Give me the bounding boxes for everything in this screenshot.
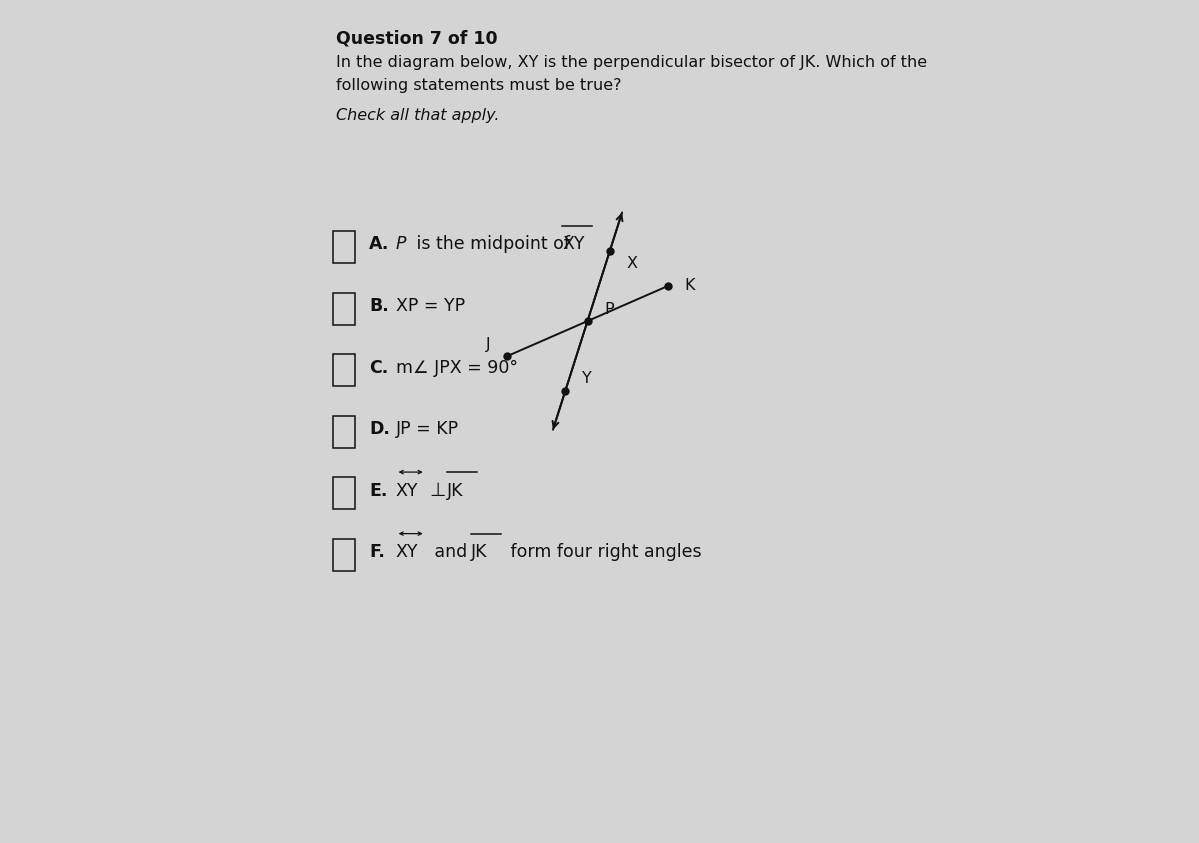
Text: Check all that apply.: Check all that apply. (336, 108, 499, 123)
Text: Y: Y (583, 372, 592, 386)
Text: JK: JK (471, 543, 488, 561)
Text: XY: XY (562, 235, 585, 254)
Text: JP = KP: JP = KP (396, 420, 459, 438)
Text: XP = YP: XP = YP (396, 297, 465, 315)
Text: XY: XY (396, 481, 418, 500)
Text: XY: XY (396, 543, 418, 561)
Text: D.: D. (369, 420, 390, 438)
Text: A.: A. (369, 235, 390, 254)
Text: F.: F. (369, 543, 385, 561)
Text: K: K (685, 278, 695, 293)
Text: P: P (604, 302, 614, 317)
Text: E.: E. (369, 481, 387, 500)
Text: B.: B. (369, 297, 388, 315)
Text: JK: JK (447, 481, 464, 500)
Text: X: X (626, 255, 638, 271)
Text: following statements must be true?: following statements must be true? (336, 78, 621, 93)
Text: and: and (429, 543, 472, 561)
Text: m∠ JPX = 90°: m∠ JPX = 90° (396, 358, 518, 377)
Text: J: J (486, 337, 490, 352)
Text: form four right angles: form four right angles (505, 543, 701, 561)
Text: Question 7 of 10: Question 7 of 10 (336, 30, 498, 47)
Text: ⊥: ⊥ (429, 481, 446, 500)
Text: C.: C. (369, 358, 388, 377)
Text: is the midpoint of: is the midpoint of (411, 235, 576, 254)
Text: In the diagram below, XY is the perpendicular bisector of JK. Which of the: In the diagram below, XY is the perpendi… (336, 55, 927, 70)
Text: P: P (396, 235, 406, 254)
